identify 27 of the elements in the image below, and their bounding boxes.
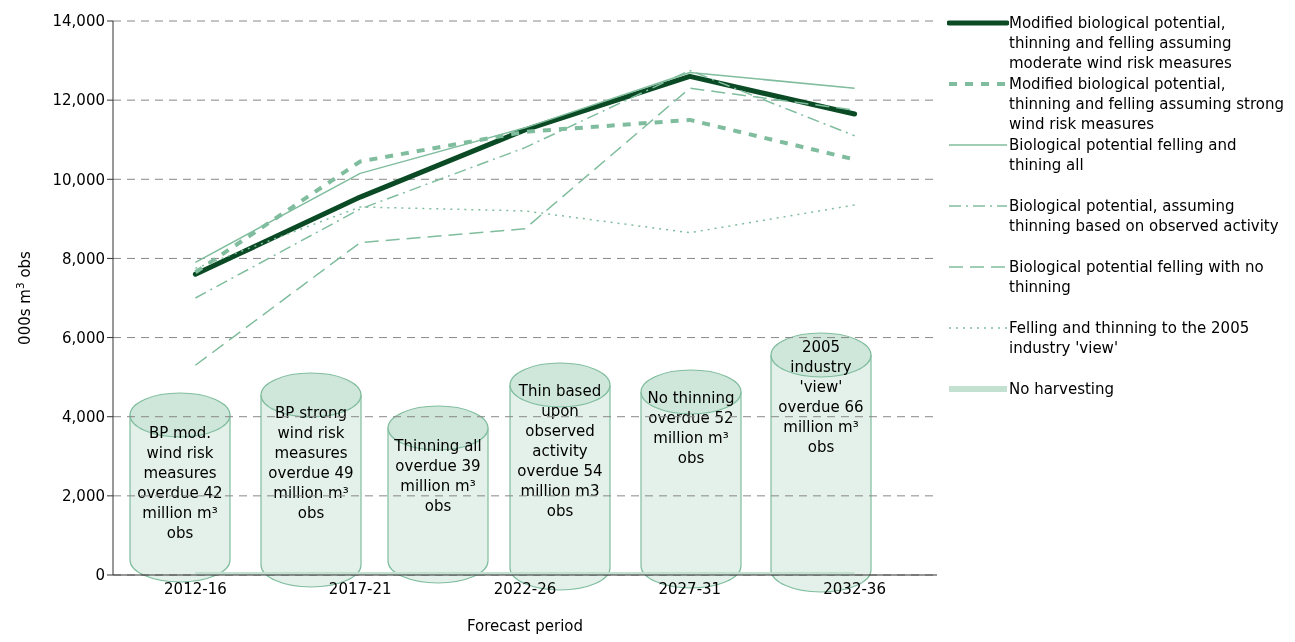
y-tick-label: 0 [95,566,105,585]
legend-label: Modified biological potential, thinning and felling assuming moderate wind risk measures [1009,13,1233,74]
y-tick-label: 2,000 [62,487,105,506]
y-tick-label: 10,000 [52,170,105,189]
x-tick-label: 2032-36 [823,579,886,598]
x-tick-label: 2017-21 [328,579,392,598]
y-tick-label: 8,000 [62,249,105,268]
legend-label: Biological potential felling with no thinning [1009,257,1265,298]
annotation: Thinning all overdue 39 million m³ obs [393,436,483,516]
x-tick-label: 2012-16 [164,579,227,598]
x-tick-label: 2027-31 [658,579,722,598]
legend-label: Felling and thinning to the 2005 industry 'view' [1009,318,1251,359]
x-tick-label: 2022-26 [493,579,557,598]
annotation: 2005 industry 'view' overdue 66 million m³ obs [777,337,865,457]
annotation: Thin based upon observed activity overdue 54 million m3 obs [516,381,604,521]
annotation: BP mod. wind risk measures overdue 42 million m³ obs [136,423,224,543]
legend-label: Biological potential, assuming thinning based on observed activity [1009,196,1280,237]
annotation: BP strong wind risk measures overdue 49 million m³ obs [267,403,355,523]
y-tick-label: 6,000 [62,328,105,347]
annotation: No thinning overdue 52 million m³ obs [646,388,736,468]
legend-label: No harvesting [1009,379,1116,400]
y-tick-label: 12,000 [52,91,105,110]
legend-label: Biological potential felling and thining all [1009,135,1238,176]
x-axis-title: Forecast period [466,617,584,635]
y-tick-label: 4,000 [62,408,105,427]
y-tick-label: 14,000 [52,12,105,31]
legend-label: Modified biological potential, thinning and felling assuming strong wind risk measures [1009,74,1285,135]
